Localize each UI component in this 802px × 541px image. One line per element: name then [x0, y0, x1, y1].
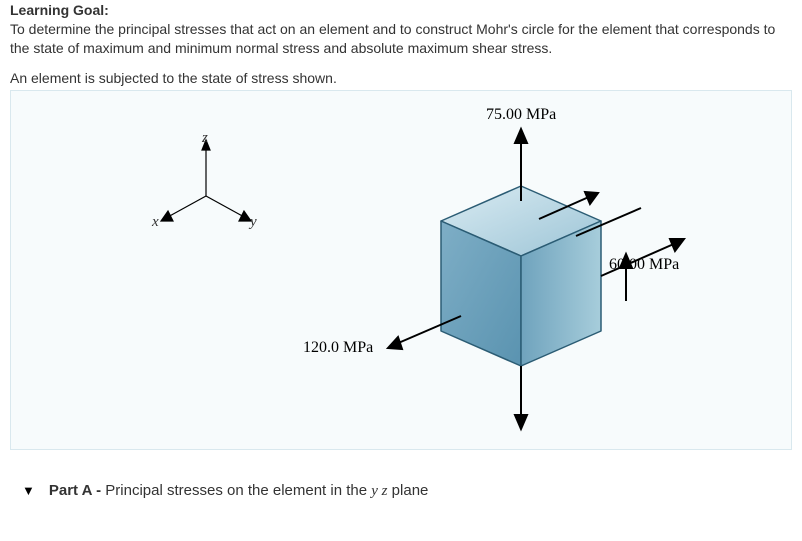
part-a-vars: y z	[371, 483, 387, 499]
stress-cube: 75.00 MPa 60.00 MPa 120.0 MPa	[341, 101, 741, 441]
part-a-title: Part A - Principal stresses on the eleme…	[49, 482, 429, 500]
part-a-header[interactable]: ▼ Part A - Principal stresses on the ele…	[0, 450, 802, 508]
axes-icon	[146, 136, 266, 246]
stress-left-label: 120.0 MPa	[303, 339, 373, 357]
learning-goal-heading: Learning Goal:	[10, 2, 792, 18]
learning-goal-text: To determine the principal stresses that…	[10, 20, 792, 58]
stress-right-label: 60.00 MPa	[609, 256, 679, 274]
part-a-text-after: plane	[388, 482, 429, 499]
coordinate-axes: z y x	[146, 136, 266, 246]
part-a-text-before: Principal stresses on the element in the	[105, 482, 371, 499]
cube-svg	[341, 101, 741, 441]
problem-prompt: An element is subjected to the state of …	[10, 70, 792, 86]
part-a-label: Part A -	[49, 482, 105, 499]
axis-z-label: z	[202, 130, 208, 147]
figure-container: z y x	[10, 90, 792, 450]
collapse-caret-icon[interactable]: ▼	[22, 483, 35, 498]
stress-top-label: 75.00 MPa	[486, 106, 556, 124]
axis-y-label: y	[250, 214, 257, 231]
axis-x-label: x	[152, 214, 159, 231]
